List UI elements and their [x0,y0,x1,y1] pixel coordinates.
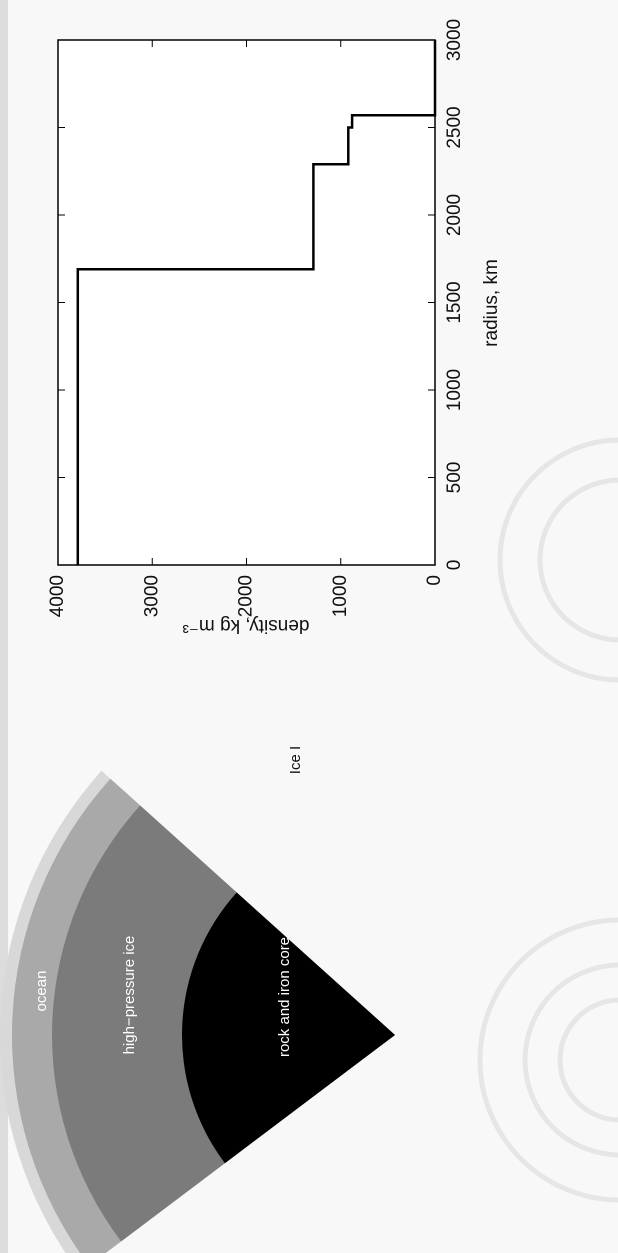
layer-label: rock and iron core [276,937,293,1057]
y-tick-label: 0 [424,575,445,586]
plot-frame [58,40,435,565]
y-tick-label: 4000 [47,575,68,617]
x-tick-label: 2500 [444,106,465,148]
x-axis-label: radius, km [481,259,502,347]
layer-label: Ice I [287,746,304,774]
page: Ice I ocean high−pressure ice rock and i… [0,0,618,1253]
layer-label: ocean [33,971,50,1012]
y-tick-label: 3000 [141,575,162,617]
layer-label: high−pressure ice [121,936,138,1055]
x-tick-label: 1500 [444,281,465,323]
x-tick-label: 3000 [444,19,465,61]
y-tick-label: 1000 [330,575,351,617]
x-tick-label: 1000 [444,369,465,411]
x-tick-label: 0 [444,560,465,571]
x-tick-label: 500 [444,462,465,494]
y-tick-label: 2000 [236,575,257,617]
x-tick-label: 2000 [444,194,465,236]
